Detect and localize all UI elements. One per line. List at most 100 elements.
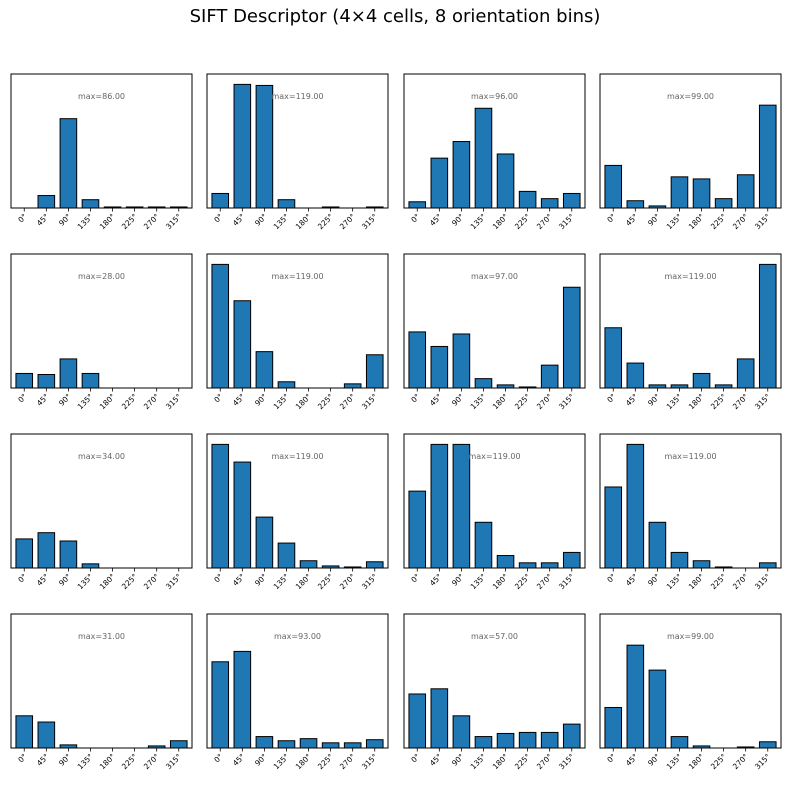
- bar-5: [518, 562, 537, 569]
- bar-4: [496, 732, 515, 749]
- x-tick-label-3: 135°: [272, 212, 291, 231]
- bar-7: [758, 104, 777, 209]
- x-tick-label-5: 225°: [316, 392, 335, 411]
- axes-frame: [206, 253, 389, 389]
- x-tick-label-1: 45°: [231, 212, 247, 228]
- x-tick-label-4: 180°: [98, 572, 117, 591]
- x-tick-label-7: 315°: [164, 392, 183, 411]
- bar-6: [343, 383, 362, 389]
- x-tick-label-1: 45°: [428, 392, 444, 408]
- bar-3: [277, 740, 296, 749]
- x-tick-label-7: 315°: [557, 752, 576, 771]
- bar-7: [562, 286, 581, 389]
- x-tick-label-5: 225°: [316, 212, 335, 231]
- cell-histogram-1-0: 0° 45° 90° 135° 180° 225° 270° 315° max=28.00: [10, 253, 193, 411]
- x-tick-label-3: 135°: [469, 392, 488, 411]
- x-tick-label-2: 90°: [57, 752, 73, 768]
- cell-histogram-3-2: 0° 45° 90° 135° 180° 225° 270° 315° max=57.00: [403, 613, 586, 771]
- x-tick-label-1: 45°: [428, 572, 444, 588]
- x-tick-label-0: 0°: [16, 212, 29, 225]
- axes-frame: [403, 613, 586, 749]
- bar-1: [626, 644, 645, 749]
- bar-3: [474, 521, 493, 569]
- x-tick-label-6: 270°: [731, 392, 750, 411]
- x-tick-label-4: 180°: [98, 752, 117, 771]
- bar-5: [518, 731, 537, 749]
- x-tick-label-1: 45°: [35, 572, 51, 588]
- max-annotation: max=34.00: [78, 452, 125, 461]
- cell-histogram-2-0: 0° 45° 90° 135° 180° 225° 270° 315° max=34.00: [10, 433, 193, 591]
- x-tick-label-4: 180°: [98, 392, 117, 411]
- x-tick-label-0: 0°: [212, 212, 225, 225]
- bar-7: [562, 723, 581, 749]
- cell-histogram-1-1: 0° 45° 90° 135° 180° 225° 270° 315° max=119.00: [206, 253, 389, 411]
- x-tick-label-3: 135°: [272, 392, 291, 411]
- bar-1: [233, 300, 252, 389]
- x-tick-label-5: 225°: [120, 392, 139, 411]
- x-tick-label-0: 0°: [409, 212, 422, 225]
- x-tick-label-7: 315°: [753, 572, 772, 591]
- x-tick-label-3: 135°: [272, 752, 291, 771]
- axes-frame: [599, 73, 782, 209]
- x-tick-label-6: 270°: [338, 392, 357, 411]
- max-annotation: max=99.00: [667, 632, 714, 641]
- x-tick-label-0: 0°: [212, 572, 225, 585]
- bar-6: [736, 174, 755, 209]
- x-tick-label-1: 45°: [624, 392, 640, 408]
- x-tick-label-3: 135°: [469, 572, 488, 591]
- axes-frame: [403, 253, 586, 389]
- x-tick-label-2: 90°: [253, 392, 269, 408]
- bar-3: [277, 381, 296, 389]
- bar-2: [452, 715, 471, 749]
- bar-3: [277, 199, 296, 209]
- x-tick-label-7: 315°: [753, 212, 772, 231]
- x-tick-label-0: 0°: [212, 752, 225, 765]
- x-tick-label-1: 45°: [35, 392, 51, 408]
- max-annotation: max=28.00: [78, 272, 125, 281]
- x-tick-label-0: 0°: [409, 572, 422, 585]
- x-tick-label-5: 225°: [513, 572, 532, 591]
- bar-0: [211, 192, 230, 209]
- x-tick-label-6: 270°: [535, 212, 554, 231]
- x-tick-label-2: 90°: [450, 572, 466, 588]
- axes-frame: [10, 433, 193, 569]
- x-tick-label-6: 270°: [142, 572, 161, 591]
- bar-1: [37, 721, 56, 749]
- bar-6: [736, 358, 755, 389]
- cell-histogram-0-0: 0° 45° 90° 135° 180° 225° 270° 315° max=86.00: [10, 73, 193, 231]
- bar-0: [15, 538, 34, 569]
- bar-4: [692, 372, 711, 389]
- max-annotation: max=119.00: [468, 452, 520, 461]
- bar-7: [758, 263, 777, 389]
- x-tick-label-3: 135°: [665, 392, 684, 411]
- bar-1: [37, 532, 56, 569]
- x-tick-label-2: 90°: [646, 212, 662, 228]
- bar-1: [233, 83, 252, 209]
- bar-1: [626, 443, 645, 569]
- bar-3: [81, 199, 100, 209]
- axes-frame: [10, 73, 193, 209]
- bar-4: [692, 560, 711, 569]
- x-tick-label-2: 90°: [253, 572, 269, 588]
- cell-histogram-3-1: 0° 45° 90° 135° 180° 225° 270° 315° max=93.00: [206, 613, 389, 771]
- x-tick-label-2: 90°: [253, 212, 269, 228]
- x-tick-label-0: 0°: [16, 392, 29, 405]
- bar-4: [299, 738, 318, 749]
- bar-2: [59, 118, 78, 209]
- x-tick-label-4: 180°: [294, 212, 313, 231]
- bar-1: [626, 200, 645, 209]
- axes-frame: [599, 613, 782, 749]
- bar-1: [430, 157, 449, 209]
- bar-3: [474, 736, 493, 749]
- bar-4: [496, 555, 515, 569]
- x-tick-label-0: 0°: [212, 392, 225, 405]
- x-tick-label-2: 90°: [253, 752, 269, 768]
- x-tick-label-4: 180°: [687, 392, 706, 411]
- x-tick-label-1: 45°: [624, 212, 640, 228]
- x-tick-label-1: 45°: [231, 572, 247, 588]
- axes-frame: [10, 253, 193, 389]
- bar-1: [37, 195, 56, 209]
- axes-frame: [403, 433, 586, 569]
- bar-1: [37, 374, 56, 389]
